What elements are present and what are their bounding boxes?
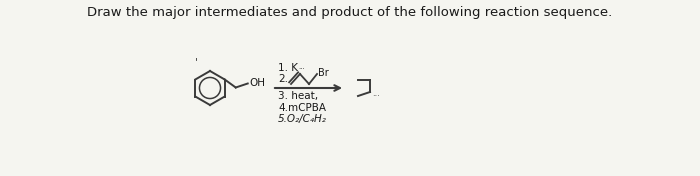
Text: Draw the major intermediates and product of the following reaction sequence.: Draw the major intermediates and product…	[88, 6, 612, 19]
Text: 5.O₂/C₄H₂: 5.O₂/C₄H₂	[278, 114, 327, 124]
Text: 1. K: 1. K	[278, 63, 298, 73]
Text: Br: Br	[318, 68, 329, 78]
Text: 3. heat,: 3. heat,	[278, 91, 318, 101]
Text: 2.: 2.	[278, 74, 288, 84]
Text: ': '	[195, 57, 197, 67]
Text: ...: ...	[372, 89, 380, 98]
Text: OH: OH	[250, 78, 266, 89]
Text: 4.mCPBA: 4.mCPBA	[278, 103, 326, 113]
Text: ...: ...	[298, 64, 304, 70]
